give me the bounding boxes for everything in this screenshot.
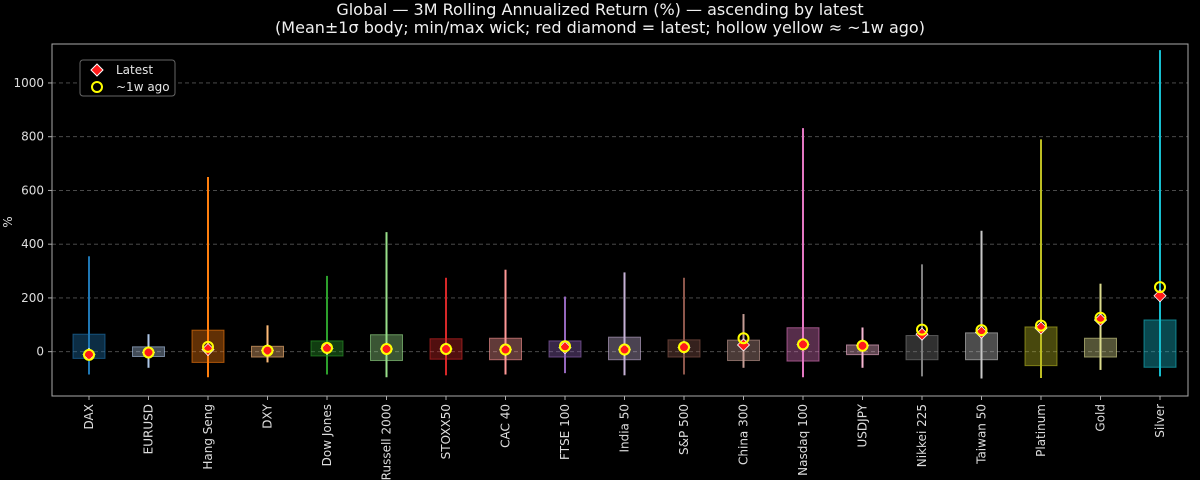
week-marker-silver [1154, 281, 1166, 294]
legend-latest-label: Latest [116, 63, 153, 77]
body-russell-2000 [370, 334, 403, 362]
legend-frame [79, 59, 176, 97]
week-marker-platinum [1035, 319, 1047, 332]
legend-week-marker [91, 81, 103, 93]
week-marker-dow-jones [321, 341, 333, 354]
legend: Latest ~1w ago [79, 59, 176, 97]
week-marker-russell-2000 [380, 342, 393, 355]
body-silver [1143, 319, 1177, 368]
y-tick-label-800: 800 [21, 130, 44, 144]
week-marker-nikkei-225 [916, 323, 928, 336]
y-tick-label-200: 200 [21, 291, 44, 305]
chart-title: Global — 3M Rolling Annualized Return (%… [336, 0, 864, 19]
x-tick-label-platinum: Platinum [1034, 404, 1048, 457]
marker-series [82, 281, 1167, 361]
x-tick-label-usdjpy: USDJPY [856, 403, 870, 447]
x-tick-label-ftse-100: FTSE 100 [558, 404, 572, 460]
x-tick-label-gold: Gold [1094, 404, 1108, 432]
week-marker-gold [1094, 311, 1107, 324]
x-tick-label-dax: DAX [82, 404, 96, 429]
x-tick-label-stoxx50: STOXX50 [439, 404, 453, 459]
week-marker-eurusd [142, 346, 155, 359]
x-tick-label-taiwan-50: Taiwan 50 [975, 404, 989, 465]
x-tick-label-dow-jones: Dow Jones [320, 404, 334, 466]
week-marker-ftse-100 [559, 340, 571, 353]
week-marker-dax [83, 348, 95, 361]
week-marker-india-50 [618, 343, 631, 356]
y-tick-label-400: 400 [21, 237, 44, 251]
y-tick-label-600: 600 [21, 183, 44, 197]
week-marker-hang-seng [202, 340, 214, 353]
week-marker-taiwan-50 [975, 324, 988, 337]
week-marker-s-p-500 [678, 341, 690, 354]
x-axis: DAX EURUSD Hang Seng DXY Dow Jones Russell 20… [82, 396, 1167, 480]
x-tick-label-s-p-500: S&P 500 [677, 404, 691, 455]
body-gold [1084, 337, 1117, 358]
legend-latest-marker [90, 63, 104, 77]
x-tick-label-india-50: India 50 [618, 404, 632, 453]
week-marker-cac-40 [499, 343, 512, 356]
x-tick-label-cac-40: CAC 40 [499, 404, 513, 448]
grid-lines [52, 82, 1188, 353]
x-tick-label-dxy: DXY [261, 403, 275, 428]
latest-marker-silver [1153, 289, 1167, 303]
y-tick-label-0: 0 [36, 345, 44, 359]
week-marker-nasdaq-100 [797, 338, 809, 351]
y-tick-label-1000: 1000 [13, 76, 44, 90]
x-tick-label-nikkei-225: Nikkei 225 [915, 404, 929, 467]
box-series [72, 50, 1177, 379]
x-tick-label-eurusd: EURUSD [142, 404, 156, 454]
x-tick-label-russell-2000: Russell 2000 [380, 404, 394, 480]
x-tick-label-silver: Silver [1153, 404, 1167, 438]
week-marker-china-300 [737, 332, 750, 345]
y-axis: 0 200 400 600 800 1000 [13, 76, 52, 359]
x-tick-label-nasdaq-100: Nasdaq 100 [796, 404, 810, 476]
x-tick-label-hang-seng: Hang Seng [201, 404, 215, 470]
legend-week-label: ~1w ago [116, 80, 170, 94]
chart-subtitle: (Mean±1σ body; min/max wick; red diamond… [275, 18, 925, 37]
week-marker-stoxx50 [440, 342, 452, 355]
y-axis-label: % [1, 216, 15, 227]
week-marker-dxy [261, 344, 274, 357]
plot-frame [51, 43, 1189, 397]
week-marker-usdjpy [856, 339, 869, 352]
x-tick-label-china-300: China 300 [737, 404, 751, 465]
